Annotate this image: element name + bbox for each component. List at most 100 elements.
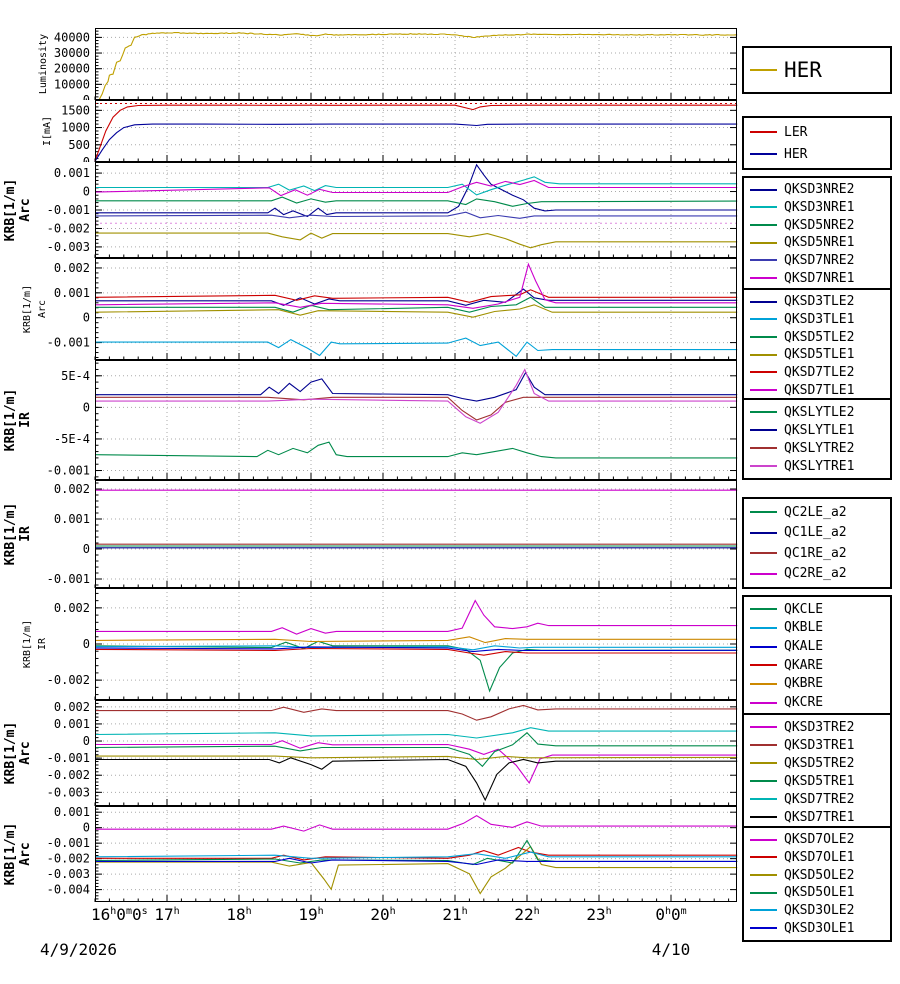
- series-QKSD3NRE2: [95, 163, 738, 218]
- series-QKCLE: [94, 640, 738, 693]
- y-tick-label: 30000: [54, 46, 90, 60]
- series-QKSD5TLE1: [94, 304, 738, 318]
- legend-label: QKSLYTRE2: [784, 440, 855, 456]
- legend-item-QKSD3TRE1: QKSD3TRE1: [750, 738, 884, 753]
- legend-item-QKSD5TLE1: QKSD5TLE1: [750, 347, 884, 362]
- legend-box-ir-sly: QKSLYTLE2 QKSLYTLE1 QKSLYTRE2 QKSLYTRE1: [742, 398, 892, 480]
- legend-item-QKSLYTLE1: QKSLYTLE1: [750, 423, 884, 438]
- legend-item-QKSLYTLE2: QKSLYTLE2: [750, 405, 884, 420]
- panel-y-axis-title: Luminosity: [38, 34, 49, 94]
- legend-box-arc-nre: QKSD3NRE2 QKSD3NRE1 QKSD5NRE2 QKSD5NRE1 QKSD…: [742, 176, 892, 292]
- legend-line-sample-icon: [750, 300, 777, 303]
- panel-arc-ole[interactable]: 0.001 0-0.001 -0.002-0.003 -0.004 KRB[1/m] Ar…: [0, 806, 745, 902]
- series-QKSD5TRE1: [94, 732, 738, 768]
- legend-line-sample-icon: [750, 259, 777, 262]
- legend-line-sample-icon: [750, 909, 777, 912]
- legend-label: QKCLE: [784, 601, 824, 617]
- y-tick-label: 0: [83, 637, 90, 651]
- legend-item-QKBRE: QKBRE: [750, 676, 884, 691]
- panel-ir-a2[interactable]: 0.002 0.001 0 -0.001 KRB[1/m] IR: [0, 480, 745, 588]
- legend-label: QKSD5TRE2: [784, 755, 855, 771]
- series-QKSLYTRE1: [95, 368, 738, 424]
- legend-item-QKSLYTRE2: QKSLYTRE2: [750, 441, 884, 456]
- y-tick-label: -0.001: [47, 203, 90, 217]
- y-tick-label: -0.003: [47, 867, 90, 881]
- legend-item-QKSLYTRE1: QKSLYTRE1: [750, 459, 884, 474]
- legend-box-ir-qk: QKCLE QKBLE QKALE QKARE QKBRE QKCRE: [742, 595, 892, 717]
- legend-label: HER: [784, 146, 808, 162]
- panel-ir-qk[interactable]: 0.002 0 -0.002 KRB[1/m] IR: [0, 588, 745, 700]
- legend-line-sample-icon: [750, 682, 777, 685]
- legend-item-QKSD5TRE1: QKSD5TRE1: [750, 774, 884, 789]
- legend-item-QKSD3NRE2: QKSD3NRE2: [750, 182, 884, 197]
- y-tick-label: -0.001: [47, 836, 90, 850]
- series-QKSD3OLE2: [94, 851, 738, 859]
- y-tick-label: -0.001: [47, 464, 90, 478]
- legend-line-sample-icon: [750, 511, 777, 514]
- legend-item-QKSD7TLE1: QKSD7TLE1: [750, 383, 884, 398]
- legend-line-sample-icon: [750, 153, 777, 155]
- series-QKSD5TRE2: [95, 755, 738, 761]
- legend-item-QKSD7TRE1: QKSD7TRE1: [750, 810, 884, 825]
- panel-y-axis-title: KRB[1/m]: [3, 722, 18, 785]
- y-tick-label: 0.001: [54, 286, 90, 300]
- legend-label: QKSD3NRE2: [784, 182, 855, 198]
- legend-item-QKCLE: QKCLE: [750, 602, 884, 617]
- legend-box-arc-tre: QKSD3TRE2 QKSD3TRE1 QKSD5TRE2 QKSD5TRE1 QKSD…: [742, 713, 892, 831]
- y-tick-label: 0: [83, 542, 90, 556]
- y-tick-label: 0: [83, 155, 90, 162]
- legend-item-QKSD7TRE2: QKSD7TRE2: [750, 792, 884, 807]
- y-tick-label: 0: [83, 734, 90, 748]
- legend-line-sample-icon: [750, 465, 777, 467]
- x-tick-label: 20h: [370, 905, 396, 924]
- series-HER: [94, 123, 738, 162]
- panel-arc-tre[interactable]: 0.002 0.001 0 -0.001 -0.002 -0.003 KRB[1/m] Arc: [0, 700, 745, 806]
- legend-label: QKSD3NRE1: [784, 199, 855, 215]
- panel-beam-current[interactable]: 1500 1000 500 0 I[mA]: [0, 100, 745, 162]
- series-QKARE: [94, 647, 738, 656]
- legend-line-sample-icon: [750, 531, 777, 534]
- panel-y-axis-subtitle: IR: [18, 526, 33, 542]
- x-tick-label: 23h: [586, 905, 612, 924]
- panel-arc-tle[interactable]: 0.002 0.001 0 -0.001 KRB[1/m] Arc: [0, 258, 745, 360]
- y-tick-label: 0.001: [54, 166, 90, 180]
- panel-y-axis-title: KRB[1/m]: [22, 285, 33, 333]
- legend-item-QKSD3TRE2: QKSD3TRE2: [750, 720, 884, 735]
- legend-item-QKCRE: QKCRE: [750, 695, 884, 710]
- legend-line-sample-icon: [750, 780, 777, 782]
- series-LER: [94, 104, 738, 162]
- legend-item-QKARE: QKARE: [750, 658, 884, 673]
- legend-label: QKSD5OLE2: [784, 867, 855, 883]
- series-QKSD7TLE1: [94, 262, 738, 309]
- legend-item-HER: HER: [750, 58, 822, 82]
- legend-box-ir-a2: QC2LE_a2 QC1LE_a2 QC1RE_a2 QC2RE_a2: [742, 497, 892, 589]
- legend-column: HER LER HER QKSD3NRE2 QKSD3NRE1 QKSD5NRE2 QKSD…: [742, 0, 898, 984]
- legend-line-sample-icon: [750, 856, 777, 859]
- y-tick-label: 1500: [61, 103, 90, 117]
- legend-label: QKSD7OLE1: [784, 849, 855, 865]
- legend-line-sample-icon: [750, 336, 777, 339]
- panel-y-axis-title: I[mA]: [42, 116, 53, 146]
- x-tick-label: 17h: [154, 905, 180, 924]
- legend-label: QKARE: [784, 657, 824, 673]
- series-QKSD3NRE1: [95, 176, 738, 196]
- legend-line-sample-icon: [750, 701, 777, 704]
- y-tick-label: 5E-4: [61, 369, 90, 383]
- legend-line-sample-icon: [750, 762, 777, 764]
- series-QKSD3TLE2: [95, 288, 738, 306]
- panel-y-axis-title: KRB[1/m]: [3, 823, 18, 886]
- panel-arc-nre[interactable]: 0.001 0 -0.001 -0.002 -0.003 KRB[1/m] Arc: [0, 162, 745, 258]
- panel-ir-sly[interactable]: 5E-4 0 -5E-4 -0.001 KRB[1/m] IR: [0, 360, 745, 480]
- panel-y-axis-subtitle: IR: [18, 412, 33, 428]
- legend-label: QKSD3TLE1: [784, 311, 855, 327]
- legend-label: QC1LE_a2: [784, 525, 847, 541]
- x-tick-label: 18h: [226, 905, 252, 924]
- legend-line-sample-icon: [750, 318, 777, 321]
- legend-label: QKSLYTLE2: [784, 404, 855, 420]
- legend-line-sample-icon: [750, 798, 777, 800]
- y-tick-label: -0.002: [47, 768, 90, 782]
- series-HER: [94, 31, 738, 100]
- series-QKSLYTLE1: [95, 371, 738, 402]
- legend-item-QKSD7TLE2: QKSD7TLE2: [750, 365, 884, 380]
